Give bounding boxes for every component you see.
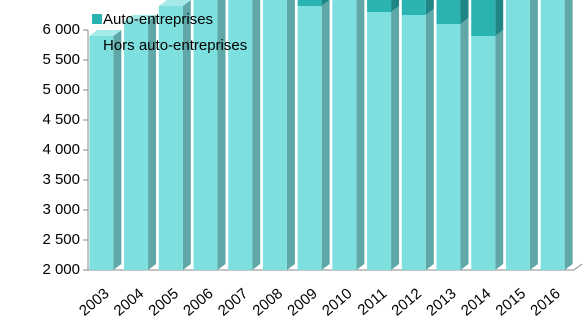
bar xyxy=(367,0,392,12)
bar xyxy=(297,6,322,270)
bar xyxy=(401,0,426,15)
bar xyxy=(471,0,496,36)
bar-side xyxy=(495,0,504,36)
bar-side xyxy=(321,0,330,270)
bar xyxy=(262,0,287,270)
bar xyxy=(297,0,322,6)
x-tick-label: 2016 xyxy=(527,285,563,319)
bar-side xyxy=(495,30,504,270)
legend-swatch xyxy=(92,40,102,50)
bar xyxy=(89,36,114,270)
bar-side xyxy=(529,0,538,270)
bar xyxy=(367,12,392,270)
bar xyxy=(193,0,218,270)
x-tick-label: 2010 xyxy=(319,285,355,319)
x-tick-label: 2005 xyxy=(145,285,181,319)
x-tick-label: 2003 xyxy=(76,285,112,319)
bar xyxy=(158,6,183,270)
bar-side xyxy=(356,0,365,270)
x-tick-label: 2006 xyxy=(180,285,216,319)
bar xyxy=(471,36,496,270)
bar-side xyxy=(182,0,191,270)
x-tick-label: 2008 xyxy=(250,285,286,319)
legend-label: Hors auto-entreprises xyxy=(103,37,247,54)
bar xyxy=(540,0,565,270)
bar-top xyxy=(158,0,191,6)
bar-side xyxy=(113,30,122,270)
bar-side xyxy=(425,0,434,15)
bar-top xyxy=(124,15,157,21)
bar xyxy=(228,0,253,270)
bar-side xyxy=(391,6,400,270)
bar-side xyxy=(460,0,469,24)
y-tick-label: 4 000 xyxy=(42,141,80,158)
x-tick-label: 2014 xyxy=(458,285,494,319)
x-tick-label: 2015 xyxy=(493,285,529,319)
y-tick-label: 2 500 xyxy=(42,231,80,248)
x-tick-label: 2007 xyxy=(215,285,251,319)
bar-side xyxy=(391,0,400,12)
y-tick-label: 5 500 xyxy=(42,51,80,68)
bar xyxy=(401,15,426,270)
bar xyxy=(124,21,149,270)
x-tick-label: 2004 xyxy=(111,285,147,319)
bar xyxy=(436,24,461,270)
bar-side xyxy=(148,15,157,270)
x-tick-label: 2013 xyxy=(423,285,459,319)
legend-label: Auto-entreprises xyxy=(103,11,213,28)
y-tick-label: 5 000 xyxy=(42,81,80,98)
bar-side xyxy=(217,0,226,270)
bar-side xyxy=(286,0,295,270)
bar xyxy=(436,0,461,24)
y-tick-label: 6 000 xyxy=(42,21,80,38)
bar-side xyxy=(252,0,261,270)
bar xyxy=(332,0,357,270)
bar-side xyxy=(564,0,573,270)
x-tick-label: 2011 xyxy=(355,285,391,319)
bar-top xyxy=(89,30,122,36)
bar-side xyxy=(460,18,469,270)
y-tick-label: 3 500 xyxy=(42,171,80,188)
y-tick-label: 4 500 xyxy=(42,111,80,128)
y-tick-label: 3 000 xyxy=(42,201,80,218)
y-tick-label: 2 000 xyxy=(42,261,80,278)
x-tick-label: 2012 xyxy=(388,285,424,319)
bar xyxy=(505,0,530,270)
legend-swatch xyxy=(92,14,102,24)
bar-side xyxy=(425,9,434,270)
bar-side xyxy=(321,0,330,6)
x-tick-label: 2009 xyxy=(284,285,320,319)
